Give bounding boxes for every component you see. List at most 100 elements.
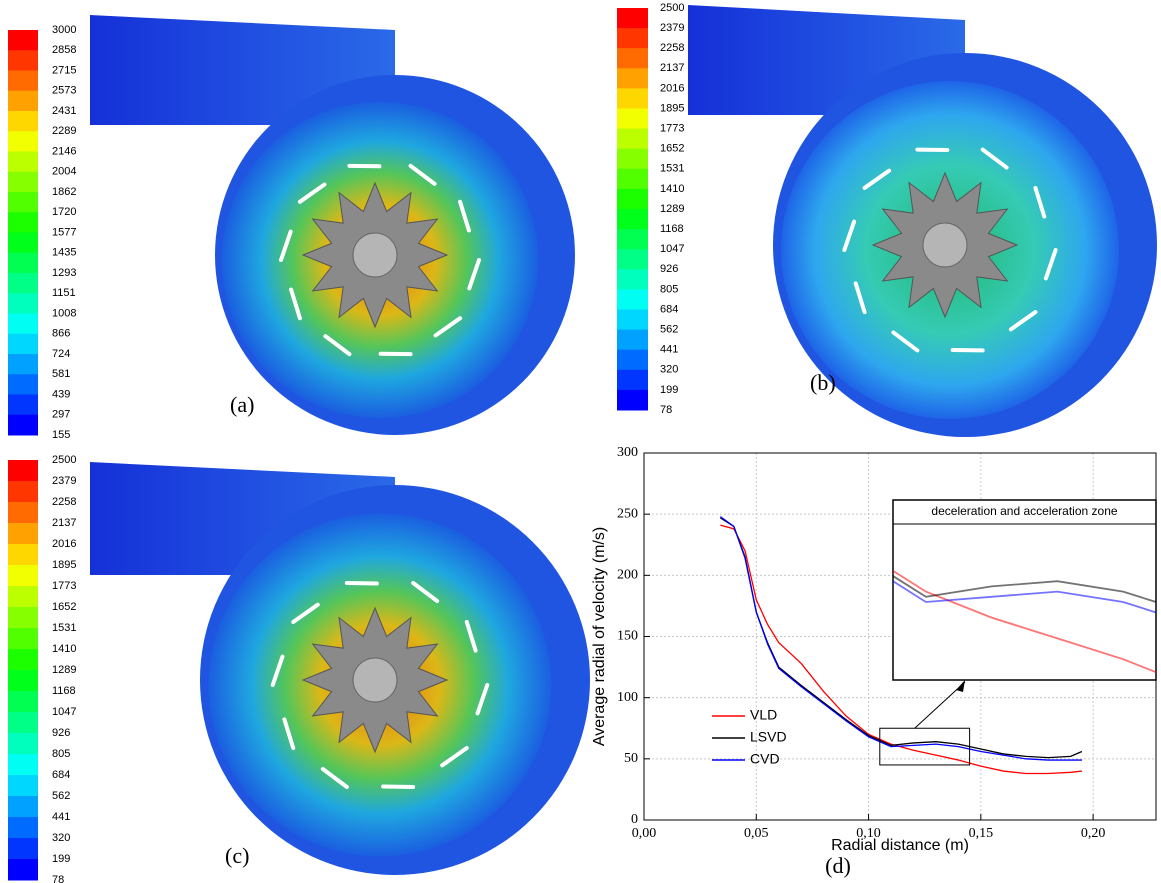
colorbar-label: 1895 — [52, 559, 76, 571]
colorbar-label: 1531 — [52, 622, 76, 634]
colorbar-label: 320 — [52, 832, 70, 844]
colorbar-label: 2431 — [52, 105, 76, 117]
colorbar-label: 1531 — [660, 163, 684, 175]
colorbar-label: 2016 — [52, 538, 76, 550]
vane — [853, 281, 867, 315]
colorbar-label: 866 — [52, 328, 70, 340]
colorbar-band — [617, 389, 648, 411]
colorbar-label: 1410 — [660, 183, 684, 195]
colorbar-label: 1047 — [660, 243, 684, 255]
colorbar-label: 1895 — [660, 102, 684, 114]
vane — [891, 330, 920, 353]
colorbar-band — [617, 48, 648, 69]
vane — [411, 580, 440, 603]
colorbar-band — [8, 796, 38, 818]
colorbar-band — [617, 188, 648, 210]
colorbar-band — [8, 460, 38, 482]
colorbar-band — [617, 309, 648, 331]
colorbar-label: 1168 — [660, 223, 684, 235]
colorbar-band — [617, 269, 648, 290]
colorbar-band — [8, 502, 38, 524]
vane — [1043, 248, 1058, 281]
x-tick-label: 0,20 — [1081, 826, 1106, 841]
colorbar-label: 78 — [660, 404, 672, 416]
colorbar-band — [8, 394, 38, 416]
colorbar-label: 1289 — [660, 203, 684, 215]
colorbar-label: 805 — [52, 748, 70, 760]
colorbar-label: 1652 — [660, 143, 684, 155]
colorbar-band — [8, 775, 38, 797]
colorbar-band — [617, 28, 648, 49]
colorbar-band — [617, 369, 648, 391]
colorbar-band — [8, 333, 38, 355]
colorbar-band — [8, 523, 38, 545]
colorbar-band — [8, 628, 38, 650]
colorbar-label: 199 — [52, 853, 70, 865]
colorbar-label: 1720 — [52, 206, 76, 218]
vane — [1008, 310, 1038, 332]
impeller-hub — [352, 657, 398, 703]
colorbar-band — [8, 754, 38, 776]
vane — [291, 602, 320, 624]
colorbar-label: 2137 — [660, 62, 684, 74]
colorbar-band — [8, 354, 38, 375]
colorbar-label: 2146 — [52, 145, 76, 157]
impeller-hub — [922, 222, 968, 268]
colorbar-band — [8, 586, 38, 608]
colorbar-band — [8, 212, 38, 233]
colorbar-band — [8, 232, 38, 254]
vane — [467, 258, 481, 291]
vane — [458, 199, 471, 233]
colorbar-label: 562 — [660, 324, 678, 336]
colorbar-band — [8, 838, 38, 860]
legend-label: VLD — [750, 707, 777, 723]
colorbar-label: 297 — [52, 409, 70, 421]
inset-title: deceleration and acceleration zone — [931, 504, 1117, 518]
colorbar-band — [8, 151, 38, 173]
vane — [297, 182, 327, 204]
vane — [320, 767, 349, 790]
colorbar-band — [617, 289, 648, 310]
colorbar-band — [8, 712, 38, 734]
panel-label: (b) — [810, 370, 836, 395]
colorbar-band — [8, 691, 38, 713]
colorbar-label: 684 — [52, 769, 70, 781]
colorbar-band — [8, 252, 38, 274]
vane — [279, 229, 293, 262]
vane — [980, 147, 1009, 170]
colorbar-label: 684 — [660, 303, 678, 315]
colorbar-label: 3000 — [52, 24, 76, 36]
colorbar-band — [8, 670, 38, 692]
colorbar-label: 439 — [52, 388, 70, 400]
colorbar-band — [617, 168, 648, 190]
impeller-hub — [352, 232, 398, 278]
colorbar-label: 2573 — [52, 85, 76, 97]
vane — [440, 746, 469, 768]
colorbar-band — [617, 88, 648, 109]
colorbar-band — [617, 329, 648, 351]
colorbar-band — [8, 817, 38, 839]
colorbar-band — [8, 565, 38, 587]
colorbar-band — [8, 273, 38, 294]
colorbar-band — [8, 414, 38, 436]
colorbar-band — [8, 50, 38, 71]
vane — [464, 619, 478, 653]
colorbar-band — [8, 374, 38, 395]
colorbar-band — [8, 171, 38, 193]
colorbar-label: 1652 — [52, 601, 76, 613]
colorbar-band — [617, 249, 648, 270]
colorbar-label: 1289 — [52, 664, 76, 676]
colorbar-label: 2258 — [52, 496, 76, 508]
zoom-box — [879, 727, 971, 766]
colorbar-label: 562 — [52, 790, 70, 802]
x-tick-label: 0,15 — [969, 826, 994, 841]
colorbar-band — [8, 607, 38, 629]
y-tick-label: 150 — [617, 629, 638, 644]
panel-label: (a) — [230, 392, 254, 417]
colorbar-label: 441 — [52, 811, 70, 823]
colorbar-label: 1410 — [52, 643, 76, 655]
colorbar-band — [617, 229, 648, 250]
colorbar-band — [8, 30, 38, 51]
vane — [323, 334, 352, 357]
